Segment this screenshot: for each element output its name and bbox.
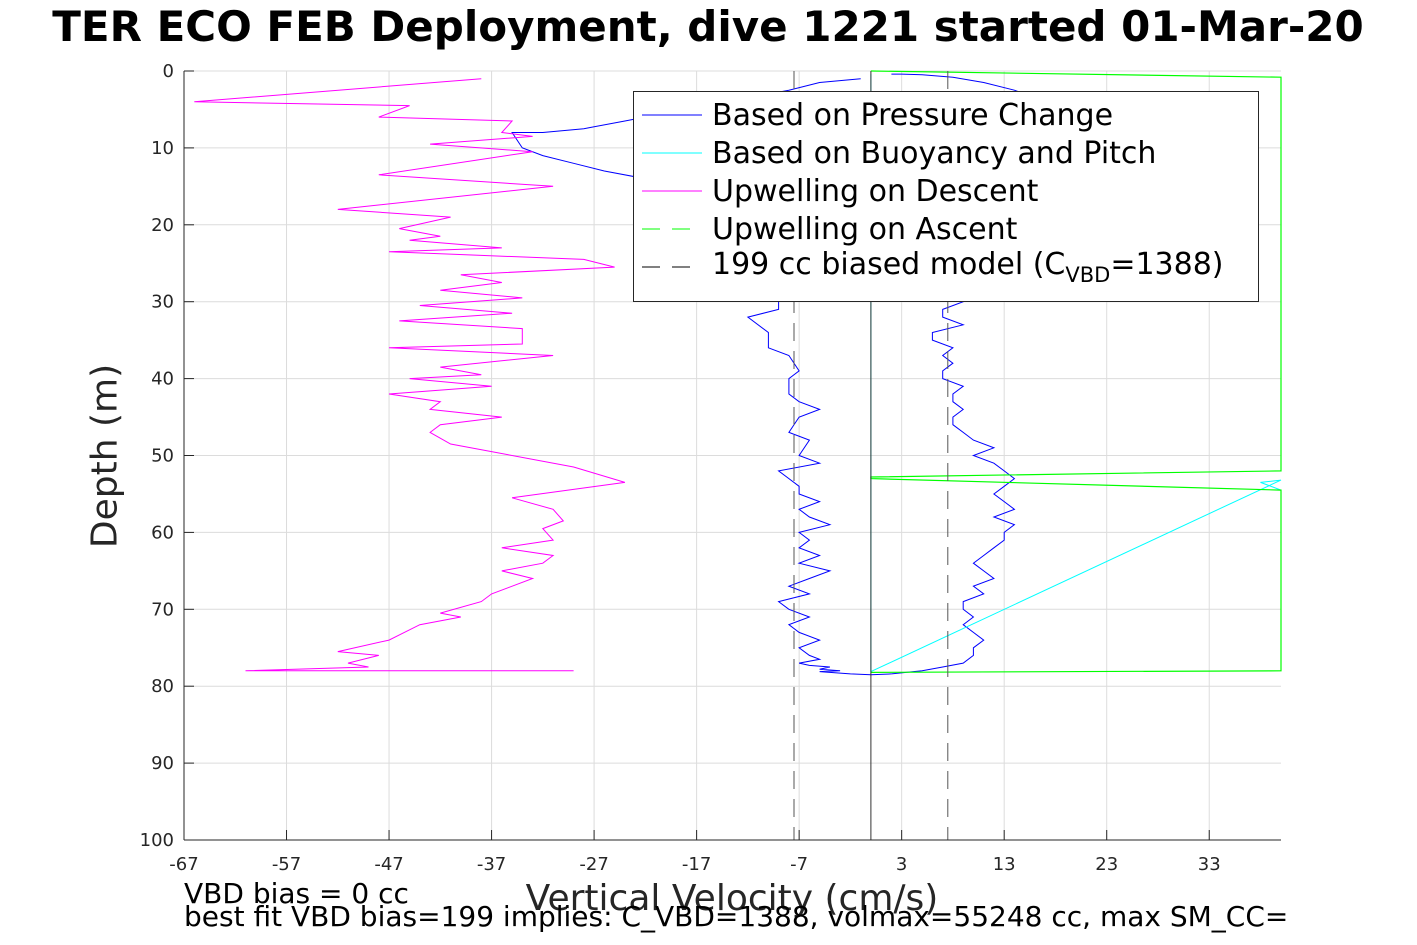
- x-tick-label-2: -47: [374, 854, 403, 875]
- x-tick-label-0: -67: [169, 854, 198, 875]
- chart-title: TER ECO FEB Deployment, dive 1221 starte…: [52, 2, 1364, 51]
- y-tick-label-3: 30: [151, 292, 174, 313]
- series-line-ascent: [870, 70, 1282, 673]
- x-tick-label-4: -27: [579, 854, 608, 875]
- y-tick-label-0: 0: [163, 61, 174, 82]
- x-tick-label-10: 33: [1198, 854, 1221, 875]
- y-tick-label-7: 70: [151, 599, 174, 620]
- x-axis-label: Vertical Velocity (cm/s): [525, 878, 939, 919]
- legend-label-buoyancy: Based on Buoyancy and Pitch: [712, 135, 1157, 171]
- legend-label-pressure: Based on Pressure Change: [712, 97, 1114, 133]
- y-tick-label-1: 10: [151, 138, 174, 159]
- axes: -67 -57 -47 -37 -27 -17 -7 3 13 23 33 0 10 20 30 40 50 60…: [140, 61, 1281, 875]
- legend-swatch-buoyancy: [642, 152, 702, 154]
- y-tick-label-6: 60: [151, 522, 174, 543]
- legend-label-descent: Upwelling on Descent: [712, 173, 1039, 209]
- x-tick-label-9: 23: [1095, 854, 1118, 875]
- legend-item-model: 199 cc biased model (CVBD=1388): [640, 247, 1224, 287]
- x-tick-label-3: -37: [477, 854, 506, 875]
- x-tick-label-5: -17: [682, 854, 711, 875]
- legend-label-ascent: Upwelling on Ascent: [712, 211, 1018, 247]
- legend-model-prefix: 199 cc biased model (C: [712, 247, 1066, 282]
- x-tick-label-1: -57: [272, 854, 301, 875]
- y-axis-label: Depth (m): [84, 363, 126, 549]
- legend-item-ascent: Upwelling on Ascent: [640, 210, 1017, 248]
- legend: Based on Pressure Change Based on Buoyan…: [633, 91, 1259, 302]
- y-tick-label-4: 40: [151, 369, 174, 390]
- x-tick-label-7: 3: [896, 854, 907, 875]
- y-tick-label-8: 80: [151, 676, 174, 697]
- legend-item-buoyancy: Based on Buoyancy and Pitch: [640, 134, 1156, 172]
- series-line-pressure: [511, 78, 892, 676]
- series-line-descent: [194, 78, 626, 672]
- y-tick-label-10: 100: [140, 830, 174, 851]
- y-tick-label-9: 90: [151, 753, 174, 774]
- y-tick-label-2: 20: [151, 215, 174, 236]
- legend-model-suffix: =1388): [1110, 247, 1224, 282]
- legend-swatch-ascent: [642, 228, 702, 230]
- legend-model-sub: VBD: [1065, 263, 1111, 287]
- footer-line-1: VBD bias = 0 cc: [184, 877, 409, 910]
- footer-line-2: best fit VBD bias=199 implies: C_VBD=138…: [184, 900, 1289, 933]
- legend-swatch-descent: [642, 190, 702, 192]
- y-tick-label-5: 50: [151, 446, 174, 467]
- x-tick-label-8: 13: [993, 854, 1016, 875]
- legend-item-pressure: Based on Pressure Change: [640, 96, 1113, 134]
- x-tick-label-6: -7: [790, 854, 808, 875]
- legend-item-descent: Upwelling on Descent: [640, 172, 1038, 210]
- legend-swatch-model: [642, 266, 702, 268]
- legend-swatch-pressure: [642, 114, 702, 116]
- legend-label-model: 199 cc biased model (CVBD=1388): [712, 247, 1224, 287]
